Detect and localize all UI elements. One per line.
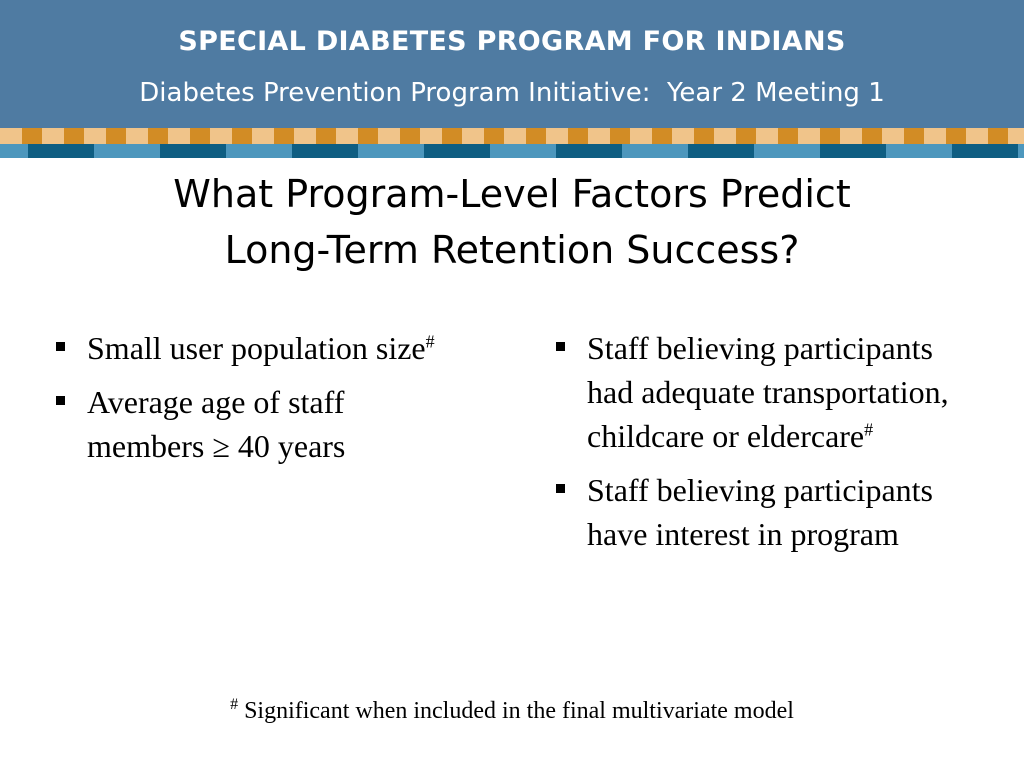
square-bullet-icon: [56, 396, 65, 405]
square-bullet-icon: [556, 484, 565, 493]
bullet-text: childcare or eldercare: [587, 418, 865, 454]
bullet-text-line-2: have interest in program: [587, 516, 899, 552]
bullet-text: Small user population size: [87, 330, 426, 366]
bullet-text-line-2: had adequate transportation,: [587, 374, 949, 410]
header-banner: SPECIAL DIABETES PROGRAM FOR INDIANS Dia…: [0, 0, 1024, 128]
bullet-text-line-2: members ≥ 40 years: [87, 428, 346, 464]
slide-title-line-2: Long-Term Retention Success?: [224, 228, 800, 272]
slide-title-line-1: What Program-Level Factors Predict: [173, 172, 851, 216]
bullet-item-population-size: Small user population size#: [56, 326, 516, 370]
bullet-item-staff-age: Average age of staff members ≥ 40 years: [56, 380, 516, 468]
bullet-item-interest: Staff believing participants have intere…: [556, 468, 1024, 556]
bullet-text-line-1: Average age of staff: [87, 384, 345, 420]
square-bullet-icon: [56, 342, 65, 351]
significance-mark: #: [425, 331, 435, 352]
slide-title: What Program-Level Factors Predict Long-…: [60, 166, 964, 278]
header-title: SPECIAL DIABETES PROGRAM FOR INDIANS: [178, 26, 846, 57]
left-column: Small user population size# Average age …: [56, 326, 516, 478]
footnote-text: Significant when included in the final m…: [238, 698, 794, 724]
square-bullet-icon: [556, 342, 565, 351]
header-subtitle: Diabetes Prevention Program Initiative: …: [139, 78, 885, 108]
bullet-text-line-3: childcare or eldercare#: [587, 414, 1024, 458]
decorative-stripe-orange: [0, 128, 1024, 144]
left-bullet-list: Small user population size# Average age …: [56, 326, 516, 468]
right-bullet-list: Staff believing participants had adequat…: [556, 326, 1024, 556]
bullet-item-transportation: Staff believing participants had adequat…: [556, 326, 1024, 458]
bullet-text-line-1: Staff believing participants: [587, 472, 933, 508]
right-column: Staff believing participants had adequat…: [556, 326, 1024, 566]
significance-mark: #: [864, 419, 874, 440]
footnote: # Significant when included in the final…: [0, 696, 1024, 725]
decorative-stripe-blue: [0, 144, 1024, 158]
footnote-mark: #: [230, 696, 239, 713]
bullet-text-line-1: Staff believing participants: [587, 330, 933, 366]
